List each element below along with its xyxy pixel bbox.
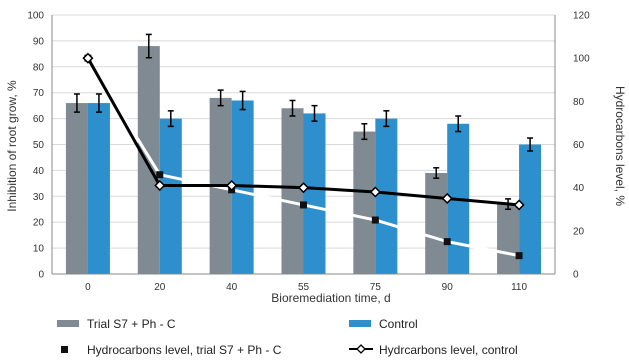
y-tick-label: 20 xyxy=(33,218,45,229)
line-marker xyxy=(369,186,381,198)
y-tick-label: 100 xyxy=(27,11,44,22)
bar xyxy=(375,118,398,274)
bar xyxy=(281,108,304,275)
legend-swatch-trial-bar xyxy=(57,320,79,327)
y-tick-label: 70 xyxy=(33,88,45,99)
x-tick-label: 90 xyxy=(442,282,454,293)
legend-marker-control-line xyxy=(356,344,366,354)
line-marker xyxy=(371,216,379,224)
line-marker xyxy=(226,179,238,192)
bars xyxy=(65,46,542,275)
y-axis-label: Inhibition of root grow, % xyxy=(5,80,19,212)
y2-tick-label: 40 xyxy=(573,183,585,194)
line-marker xyxy=(443,238,451,246)
legend: Trial S7 + Ph - C Control Hydrocarbons l… xyxy=(57,317,518,357)
bar xyxy=(303,113,326,274)
y-tick-label: 80 xyxy=(33,62,45,73)
axes xyxy=(51,15,556,275)
line-series xyxy=(82,52,525,260)
y-tick-label: 40 xyxy=(33,166,45,177)
y2-tick-label: 80 xyxy=(573,97,585,108)
y2-axis-label: Hydrocarbons level, % xyxy=(613,86,627,206)
x-tick-label: 0 xyxy=(85,282,91,293)
x-tick-label: 75 xyxy=(370,282,382,293)
legend-label-trial-line: Hydrocarbons level, trial S7 + Ph - C xyxy=(87,343,282,357)
legend-swatch-trial-line xyxy=(61,346,68,353)
y2-tick-label: 60 xyxy=(573,140,585,151)
bar xyxy=(159,118,182,274)
x-tick-label: 20 xyxy=(154,282,166,293)
line-marker xyxy=(513,199,525,211)
x-tick-label: 110 xyxy=(511,282,527,293)
y2-tick-label: 100 xyxy=(573,54,590,65)
bar xyxy=(65,103,88,274)
x-axis-label: Bioremediation time, d xyxy=(271,291,390,305)
bar xyxy=(87,103,110,274)
line-marker xyxy=(441,192,453,205)
y-tick-label: 10 xyxy=(33,244,45,255)
line-marker xyxy=(300,201,307,209)
legend-label-control-bar: Control xyxy=(379,317,418,331)
line-marker xyxy=(297,182,310,194)
line-marker xyxy=(515,252,523,260)
line-marker xyxy=(156,171,164,179)
y-tick-label: 90 xyxy=(33,36,45,47)
line-marker xyxy=(154,179,166,192)
bar xyxy=(137,46,160,274)
bar xyxy=(425,172,448,274)
bar xyxy=(519,144,542,274)
y2-tick-label: 20 xyxy=(573,226,585,237)
y2-tick-label: 120 xyxy=(573,11,590,22)
tick-labels: 0 10 20 30 40 50 60 70 80 90 100 0 20 40 60 80 100 120 0 20… xyxy=(27,11,590,294)
line-marker xyxy=(82,52,94,64)
x-tick-label: 40 xyxy=(226,282,238,293)
y-tick-label: 50 xyxy=(33,140,45,151)
error-bars xyxy=(73,33,534,210)
legend-label-trial-bar: Trial S7 + Ph - C xyxy=(87,317,176,331)
bar xyxy=(353,131,376,274)
y-tick-label: 60 xyxy=(33,114,45,125)
y2-tick-label: 0 xyxy=(573,270,579,281)
legend-label-control-line: Hydrcarbons level, control xyxy=(379,343,518,357)
bar xyxy=(497,204,520,274)
y-tick-label: 0 xyxy=(38,270,44,281)
legend-swatch-control-bar xyxy=(349,320,371,327)
y-tick-label: 30 xyxy=(33,192,45,203)
x-tick-label: 55 xyxy=(298,282,310,293)
